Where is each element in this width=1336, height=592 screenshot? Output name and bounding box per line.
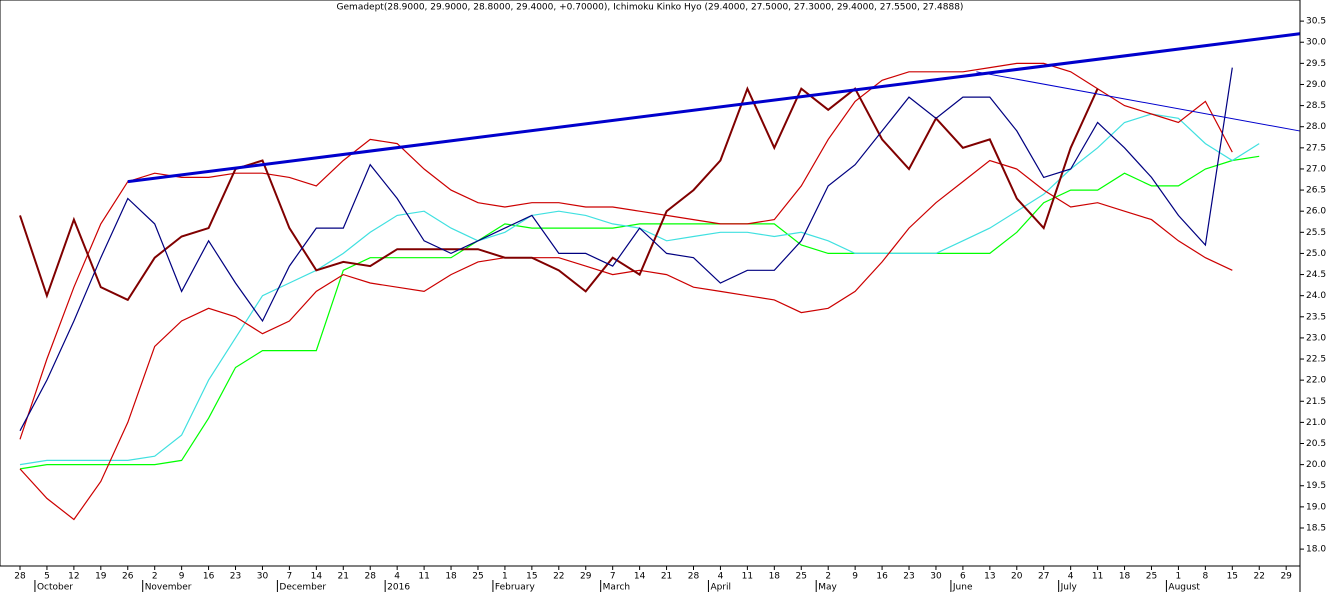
x-tick-label: 7: [610, 572, 616, 582]
y-tick-label: 19.5: [1306, 481, 1326, 491]
x-tick-label: 4: [718, 572, 724, 582]
month-label: February: [495, 583, 536, 592]
y-tick-label: 24.0: [1306, 291, 1326, 301]
x-tick-label: 4: [1068, 572, 1074, 582]
month-label: July: [1060, 583, 1078, 592]
month-label: November: [145, 583, 192, 592]
y-tick-label: 23.5: [1306, 312, 1326, 322]
x-tick-label: 7: [287, 572, 293, 582]
x-tick-label: 30: [257, 572, 269, 582]
y-tick-label: 23.0: [1306, 333, 1326, 343]
month-label: May: [818, 583, 837, 592]
y-tick-label: 22.5: [1306, 355, 1326, 365]
trendline: [976, 71, 1300, 132]
y-tick-label: 27.0: [1306, 164, 1326, 174]
x-tick-label: 14: [311, 572, 323, 582]
x-tick-label: 28: [688, 572, 700, 582]
month-label: June: [952, 583, 973, 592]
series-line: [19, 86, 1099, 302]
series-line: [19, 62, 1233, 440]
x-tick-label: 15: [526, 572, 537, 582]
y-tick-label: 29.5: [1306, 59, 1326, 69]
series-line: [19, 159, 1233, 521]
x-tick-label: 19: [95, 572, 107, 582]
x-tick-label: 11: [1092, 572, 1103, 582]
x-tick-label: 1: [1176, 572, 1182, 582]
x-tick-label: 22: [553, 572, 564, 582]
x-tick-label: 23: [230, 572, 241, 582]
plot-frame: [0, 0, 1301, 567]
month-label: August: [1168, 583, 1200, 592]
x-tick-label: 21: [338, 572, 349, 582]
x-tick-label: 8: [1202, 572, 1208, 582]
y-tick-label: 30.0: [1306, 38, 1326, 48]
trendline: [127, 32, 1300, 184]
month-label: April: [710, 583, 731, 592]
x-tick-label: 25: [1146, 572, 1157, 582]
y-tick-label: 19.0: [1306, 502, 1326, 512]
x-tick-label: 18: [445, 572, 457, 582]
y-tick-label: 26.0: [1306, 207, 1326, 217]
x-tick-label: 25: [796, 572, 807, 582]
x-tick-label: 16: [203, 572, 215, 582]
y-tick-label: 22.0: [1306, 376, 1326, 386]
x-tick-label: 22: [1254, 572, 1265, 582]
y-tick-label: 18.5: [1306, 523, 1326, 533]
x-tick-label: 16: [876, 572, 888, 582]
y-tick-label: 28.5: [1306, 101, 1326, 111]
x-tick-label: 5: [44, 572, 50, 582]
month-label: December: [279, 583, 326, 592]
x-tick-label: 28: [14, 572, 26, 582]
y-tick-label: 30.5: [1306, 17, 1326, 27]
x-tick-label: 11: [418, 572, 429, 582]
y-tick-label: 25.5: [1306, 228, 1326, 238]
x-tick-label: 2: [152, 572, 158, 582]
month-label: October: [37, 583, 73, 592]
x-tick-label: 12: [68, 572, 79, 582]
y-tick-label: 29.0: [1306, 80, 1326, 90]
x-tick-label: 14: [634, 572, 646, 582]
y-tick-label: 21.5: [1306, 397, 1326, 407]
series-line: [19, 67, 1233, 432]
x-tick-label: 15: [1227, 572, 1238, 582]
y-tick-label: 20.5: [1306, 439, 1326, 449]
y-tick-label: 18.0: [1306, 545, 1326, 555]
x-tick-label: 18: [769, 572, 781, 582]
x-tick-label: 30: [930, 572, 942, 582]
y-tick-label: 26.5: [1306, 186, 1326, 196]
x-tick-label: 29: [1280, 572, 1292, 582]
x-tick-label: 20: [1011, 572, 1023, 582]
y-tick-label: 28.0: [1306, 122, 1326, 132]
y-tick-label: 20.0: [1306, 460, 1326, 470]
x-tick-label: 28: [364, 572, 376, 582]
month-label: 2016: [387, 583, 410, 592]
y-tick-label: 24.5: [1306, 270, 1326, 280]
x-tick-label: 9: [852, 572, 858, 582]
y-tick-label: 27.5: [1306, 143, 1326, 153]
month-label: March: [603, 583, 630, 592]
chart-title: Gemadept(28.9000, 29.9000, 28.8000, 29.4…: [337, 3, 964, 13]
x-tick-label: 4: [394, 572, 400, 582]
x-tick-label: 1: [502, 572, 508, 582]
x-tick-label: 27: [1038, 572, 1049, 582]
x-tick-label: 6: [960, 572, 966, 582]
x-tick-label: 26: [122, 572, 134, 582]
x-tick-label: 9: [179, 572, 185, 582]
x-tick-label: 2: [825, 572, 831, 582]
x-tick-label: 11: [742, 572, 753, 582]
x-tick-label: 13: [984, 572, 995, 582]
x-tick-label: 29: [580, 572, 592, 582]
x-tick-label: 21: [661, 572, 672, 582]
y-tick-label: 21.0: [1306, 418, 1326, 428]
y-tick-label: 25.0: [1306, 249, 1326, 259]
x-tick-label: 18: [1119, 572, 1131, 582]
x-tick-label: 23: [903, 572, 914, 582]
x-tick-label: 25: [472, 572, 483, 582]
